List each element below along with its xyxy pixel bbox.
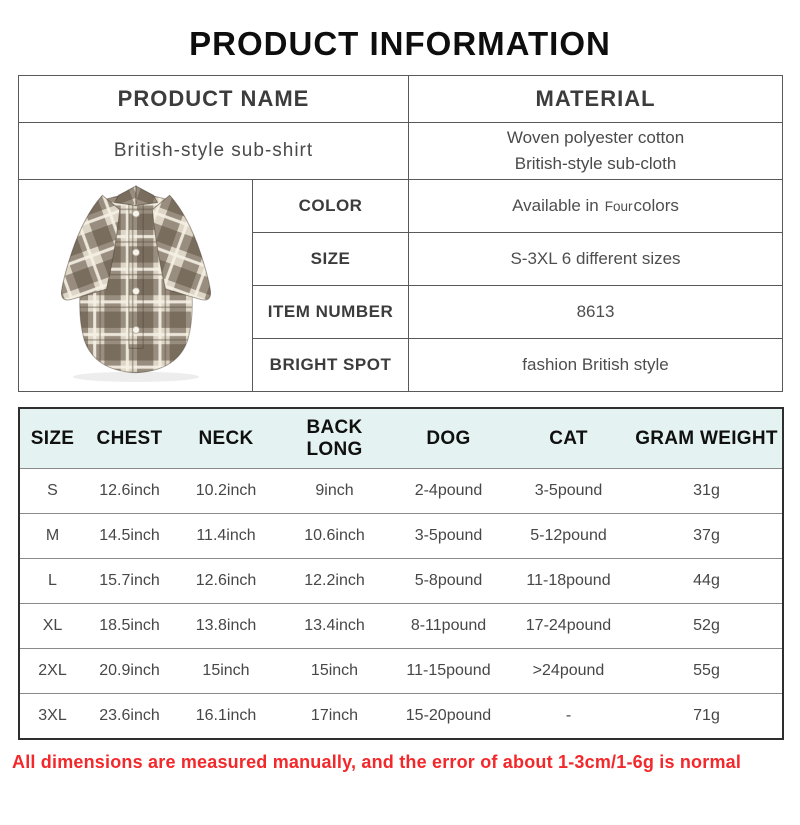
cell-cat: 5-12pound [506,513,631,559]
size-chart-table: SIZE CHEST NECK BACK LONG DOG CAT GRAM W… [18,407,784,740]
cell-dog: 3-5pound [391,513,506,559]
material-value: Woven polyester cotton British-style sub… [408,122,784,180]
material-header: MATERIAL [408,75,784,123]
cell-gram-weight: 52g [631,603,783,649]
cell-chest: 20.9inch [85,648,174,694]
material-line2: British-style sub-cloth [514,154,677,173]
cell-back-long: 15inch [278,648,391,694]
cell-size: XL [19,603,85,649]
cell-chest: 12.6inch [85,468,174,514]
col-header-size: SIZE [19,407,85,469]
col-header-cat: CAT [506,407,631,469]
col-header-chest: CHEST [85,407,174,469]
cell-gram-weight: 31g [631,468,783,514]
col-header-neck: NECK [174,407,278,469]
cell-gram-weight: 44g [631,558,783,604]
item-number-value: 8613 [408,285,784,339]
cell-cat: - [506,693,631,740]
cell-neck: 16.1inch [174,693,278,740]
page-title: PRODUCT INFORMATION [189,25,611,62]
cell-chest: 23.6inch [85,693,174,740]
cell-neck: 12.6inch [174,558,278,604]
col-header-dog: DOG [391,407,506,469]
material-line1: Woven polyester cotton [506,127,685,147]
cell-cat: 17-24pound [506,603,631,649]
size-row-l: L 15.7inch 12.6inch 12.2inch 5-8pound 11… [19,558,783,604]
size-row-s: S 12.6inch 10.2inch 9inch 2-4pound 3-5po… [19,468,783,514]
bright-spot-label: BRIGHT SPOT [251,338,410,392]
cell-dog: 8-11pound [391,603,506,649]
col-header-gram-weight: GRAM WEIGHT [631,407,783,469]
cell-back-long: 10.6inch [278,513,391,559]
cell-back-long: 9inch [278,468,391,514]
cell-gram-weight: 37g [631,513,783,559]
color-label: COLOR [251,179,410,233]
product-name-header: PRODUCT NAME [17,75,410,123]
cell-neck: 10.2inch [174,468,278,514]
size-value: S-3XL 6 different sizes [408,232,784,286]
cell-dog: 2-4pound [391,468,506,514]
cell-neck: 13.8inch [174,603,278,649]
size-row-3xl: 3XL 23.6inch 16.1inch 17inch 15-20pound … [19,693,783,740]
col-header-back-long: BACK LONG [278,407,391,469]
color-value-post: colors [633,196,679,215]
cell-cat: 3-5pound [506,468,631,514]
cell-neck: 15inch [174,648,278,694]
cell-cat: 11-18pound [506,558,631,604]
cell-chest: 15.7inch [85,558,174,604]
cell-dog: 15-20pound [391,693,506,740]
cell-cat: >24pound [506,648,631,694]
cell-dog: 5-8pound [391,558,506,604]
cell-chest: 18.5inch [85,603,174,649]
cell-gram-weight: 71g [631,693,783,740]
cell-back-long: 12.2inch [278,558,391,604]
item-number-label: ITEM NUMBER [251,285,410,339]
cell-back-long: 17inch [278,693,391,740]
footnote: All dimensions are measured manually, an… [12,752,742,772]
cell-neck: 11.4inch [174,513,278,559]
cell-size: S [19,468,85,514]
cell-size: 3XL [19,693,85,740]
bright-spot-value: fashion British style [408,338,784,392]
size-label: SIZE [251,232,410,286]
product-name-value: British-style sub-shirt [17,122,410,180]
cell-dog: 11-15pound [391,648,506,694]
color-value-pre: Available in [512,196,599,215]
size-table-header-row: SIZE CHEST NECK BACK LONG DOG CAT GRAM W… [19,407,783,469]
size-row-m: M 14.5inch 11.4inch 10.6inch 3-5pound 5-… [19,513,783,559]
cell-size: L [19,558,85,604]
cell-size: 2XL [19,648,85,694]
info-header-row: PRODUCT NAME MATERIAL [17,75,784,123]
product-info-table: PRODUCT NAME MATERIAL British-style sub-… [17,75,784,392]
info-name-row: British-style sub-shirt Woven polyester … [17,122,784,180]
cell-back-long: 13.4inch [278,603,391,649]
plaid-dog-shirt-image [60,185,211,382]
cell-chest: 14.5inch [85,513,174,559]
size-row-xl: XL 18.5inch 13.8inch 13.4inch 8-11pound … [19,603,783,649]
color-value: Available in Fourcolors [408,179,784,233]
color-value-em: Four [604,199,633,214]
product-photo-cell [18,179,253,392]
info-size-row: SIZE S-3XL 6 different sizes [19,232,784,286]
info-bright-spot-row: BRIGHT SPOT fashion British style [19,338,784,392]
size-row-2xl: 2XL 20.9inch 15inch 15inch 11-15pound >2… [19,648,783,694]
cell-size: M [19,513,85,559]
info-item-number-row: ITEM NUMBER 8613 [19,285,784,339]
info-color-row: COLOR Available in Fourcolors [18,179,784,392]
cell-gram-weight: 55g [631,648,783,694]
